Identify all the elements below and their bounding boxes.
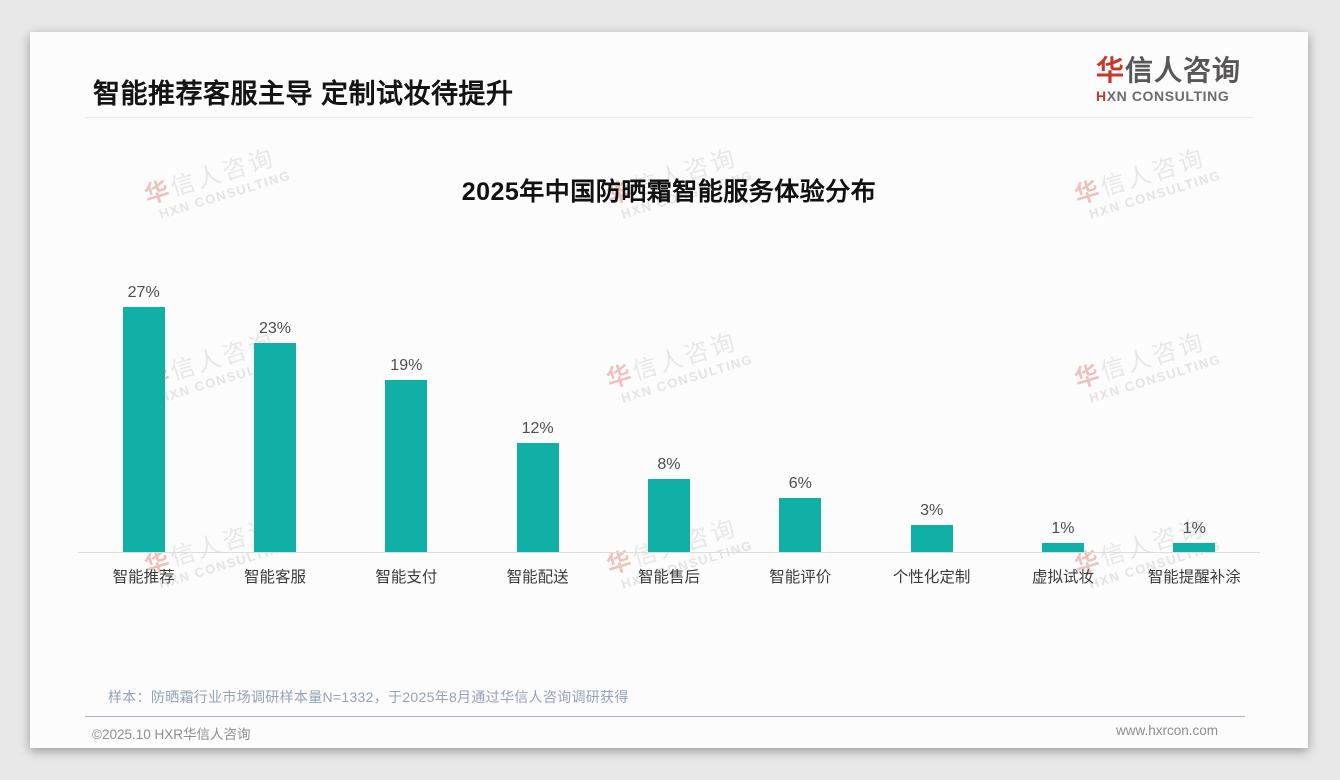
bar-value-label: 8% (657, 456, 681, 473)
slide-header: 智能推荐客服主导 定制试妆待提升 华信人咨询 HXN CONSULTING (85, 32, 1253, 118)
footer-divider (85, 716, 1245, 717)
bar-value-label: 19% (390, 357, 423, 374)
bar-value-label: 23% (258, 320, 291, 337)
bar-column: 1% (1129, 520, 1260, 552)
bar-column: 12% (472, 420, 603, 552)
bar-value-label: 1% (1051, 520, 1075, 537)
category-label: 个性化定制 (892, 569, 971, 586)
logo-accent-char: 华 (1095, 55, 1125, 86)
bar (910, 525, 953, 552)
bar-column: 8% (603, 456, 734, 552)
logo-en-accent-char: H (1095, 87, 1107, 104)
bar-value-label: 27% (127, 284, 160, 301)
footer: ©2025.10 HXR华信人咨询 www.hxrcon.com (92, 723, 1218, 743)
category-label: 智能提醒补涂 (1147, 569, 1241, 586)
bar-column: 19% (341, 357, 472, 552)
category-label: 智能评价 (769, 569, 832, 586)
bar (122, 307, 165, 552)
bars-row: 27% 23% 19% 12% 8% 6% 3% 1% 1% (78, 282, 1260, 553)
category-label: 智能客服 (243, 569, 306, 586)
bar (516, 443, 559, 552)
bar-value-label: 6% (788, 475, 812, 492)
bar-column: 1% (997, 520, 1128, 552)
category-label: 智能售后 (637, 569, 700, 586)
bar (253, 343, 296, 552)
bar-value-label: 12% (521, 420, 554, 437)
sample-note: 样本：防晒霜行业市场调研样本量N=1332，于2025年8月通过华信人咨询调研获… (108, 689, 629, 705)
bar (1173, 543, 1216, 552)
company-logo: 华信人咨询 HXN CONSULTING (1095, 55, 1241, 104)
bar-value-label: 1% (1182, 520, 1206, 537)
category-axis: 智能推荐 智能客服 智能支付 智能配送 智能售后 智能评价 个性化定制 虚拟试妆 智能提醒补涂 (78, 553, 1260, 587)
bar-column: 23% (209, 320, 340, 552)
bar-column: 27% (78, 284, 209, 552)
page-title: 智能推荐客服主导 定制试妆待提升 (93, 79, 514, 109)
bar (647, 479, 690, 552)
chart-title: 2025年中国防晒霜智能服务体验分布 (461, 178, 877, 206)
bar (779, 498, 822, 552)
category-label: 智能推荐 (112, 569, 175, 586)
bar (1041, 543, 1084, 552)
logo-chinese-name: 华信人咨询 (1095, 55, 1241, 87)
bar (385, 380, 428, 552)
bar-value-label: 3% (920, 502, 944, 519)
logo-english-name: HXN CONSULTING (1095, 87, 1241, 104)
category-label: 智能支付 (375, 569, 438, 586)
slide-card: 华信人咨询 HXN CONSULTING 华信人咨询 HXN CONSULTING 华信… (30, 32, 1308, 748)
category-label: 智能配送 (506, 569, 569, 586)
slide-content: 智能推荐客服主导 定制试妆待提升 华信人咨询 HXN CONSULTING 20… (30, 32, 1308, 748)
bar-column: 3% (866, 502, 997, 552)
footer-website: www.hxrcon.com (1115, 723, 1218, 738)
bar-column: 6% (735, 475, 866, 552)
logo-en-rest: XN CONSULTING (1106, 87, 1230, 104)
logo-cn-rest: 信人咨询 (1124, 55, 1241, 86)
footer-copyright: ©2025.10 HXR华信人咨询 (92, 727, 251, 742)
category-label: 虚拟试妆 (1031, 569, 1094, 586)
